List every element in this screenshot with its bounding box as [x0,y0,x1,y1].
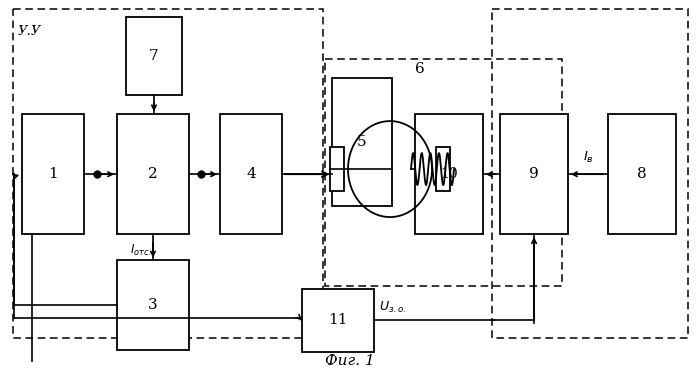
Text: 2: 2 [148,167,158,181]
Bar [332,78,392,205]
Bar [330,147,344,191]
Bar [500,114,568,234]
Bar [436,147,450,191]
Bar [126,17,182,95]
Text: $I_{\mathit{отс.}}$: $I_{\mathit{отс.}}$ [129,243,151,259]
Bar [415,114,483,234]
Bar [220,114,282,234]
Text: 7: 7 [149,49,159,63]
Bar [117,261,189,349]
Bar [325,60,562,286]
Text: 9: 9 [529,167,539,181]
Text: 1: 1 [48,167,58,181]
Bar [13,9,323,338]
Bar [117,114,189,234]
Text: 4: 4 [246,167,256,181]
Text: 5: 5 [357,135,367,149]
Text: $U_{\mathit{з.о.}}$: $U_{\mathit{з.о.}}$ [379,300,406,315]
Text: 8: 8 [637,167,647,181]
Text: 6: 6 [415,61,425,75]
Bar [302,289,374,352]
Text: Фиг. 1: Фиг. 1 [324,354,375,368]
Bar [22,114,84,234]
Text: $I_{\mathit{в}}$: $I_{\mathit{в}}$ [582,150,593,165]
Text: 10: 10 [440,167,458,181]
Text: 3: 3 [148,298,158,312]
Bar [492,9,688,338]
Text: 11: 11 [329,313,347,328]
Bar [608,114,676,234]
Text: У.У: У.У [18,25,41,38]
